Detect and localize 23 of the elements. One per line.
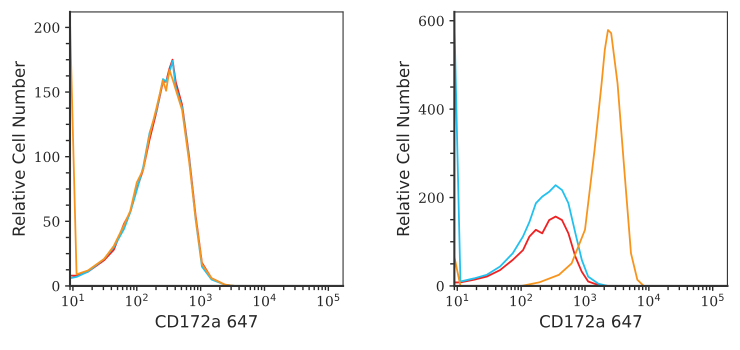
y-tick-label: 400 [418,104,444,115]
x-tick-label: 10$^{3}$ [190,294,212,306]
y-axis-title: Relative Cell Number [396,60,410,236]
x-tick-label: 10$^{1}$ [446,294,468,306]
y-axis-title: Relative Cell Number [12,60,25,236]
x-tick-label: 10$^{2}$ [126,294,148,306]
x-axis-title: CD172a 647 [156,314,257,328]
x-axis-title: CD172a 647 [540,314,642,328]
x-tick-label: 10$^{4}$ [638,294,660,306]
y-tick-label: 0 [52,280,60,292]
y-tick-label: 200 [34,22,60,33]
y-tick-label: 0 [436,280,444,292]
y-tick-label: 600 [419,16,444,26]
y-tick-label: 100 [35,152,60,162]
x-tick-label: 10$^{2}$ [510,294,532,306]
y-tick-label: 200 [419,192,444,204]
x-tick-label: 10$^{4}$ [254,294,276,306]
x-tick-label: 10$^{5}$ [318,294,340,306]
x-tick-label: 10$^{5}$ [702,294,724,306]
y-tick-label: 150 [35,87,60,98]
x-tick-label: 10$^{3}$ [574,294,596,306]
x-tick-label: 10$^{1}$ [62,294,84,306]
y-tick-label: 50 [44,216,60,227]
